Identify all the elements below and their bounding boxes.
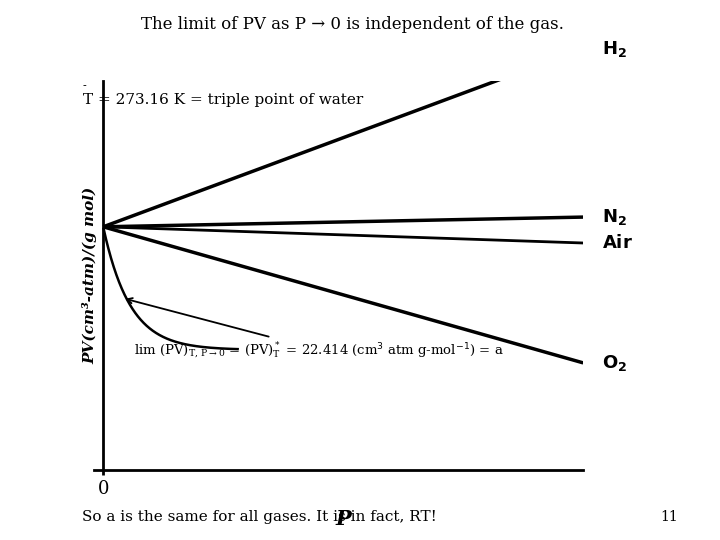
Text: 11: 11 [661, 510, 678, 524]
Text: -: - [83, 81, 86, 91]
Text: $\mathbf{Air}$: $\mathbf{Air}$ [603, 234, 634, 252]
Text: T = 273.16 K = triple point of water: T = 273.16 K = triple point of water [83, 93, 364, 107]
Text: So a is the same for all gases. It is in fact, RT!: So a is the same for all gases. It is in… [82, 510, 436, 524]
Text: $\mathbf{O_2}$: $\mathbf{O_2}$ [603, 353, 628, 373]
Text: P: P [336, 509, 351, 529]
Text: $\mathbf{N_2}$: $\mathbf{N_2}$ [603, 207, 627, 227]
Text: The limit of PV as P → 0 is independent of the gas.: The limit of PV as P → 0 is independent … [141, 16, 564, 33]
Text: $\mathbf{H_2}$: $\mathbf{H_2}$ [603, 38, 627, 59]
Y-axis label: PV(cm³-atm)/(g mol): PV(cm³-atm)/(g mol) [83, 187, 98, 364]
Text: lim (PV)$_{\mathregular{T,\, P\rightarrow 0}}$ = (PV)$_\mathregular{T}^*$ = 22.4: lim (PV)$_{\mathregular{T,\, P\rightarro… [127, 298, 504, 360]
